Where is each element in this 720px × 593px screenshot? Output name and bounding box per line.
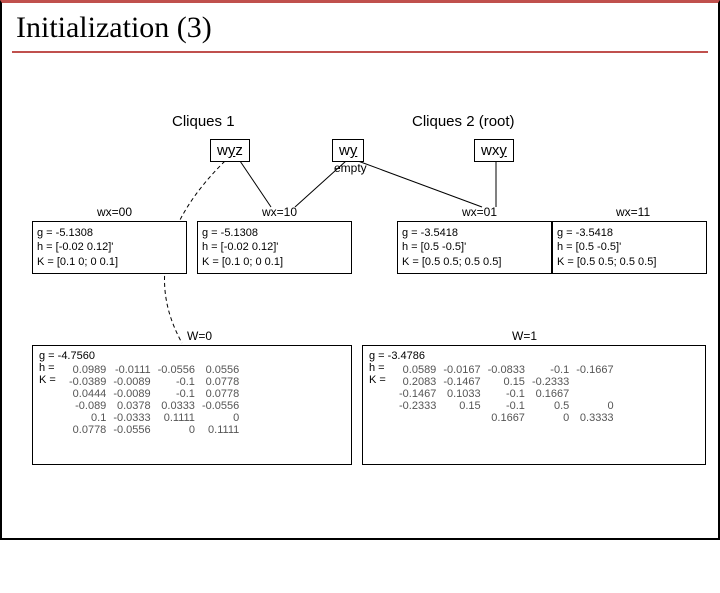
node-wxy: wxy (474, 139, 514, 162)
cell-h: h = [0.5 -0.5]' (557, 240, 702, 254)
cell-g: g = -5.1308 (202, 226, 347, 240)
cell-K: K = [0.1 0; 0 0.1] (202, 255, 347, 269)
matrix-w0: 0.0989-0.0111-0.05560.0556-0.0389-0.0089… (69, 364, 246, 436)
cell-K: K = [0.5 0.5; 0.5 0.5] (557, 255, 702, 269)
node-wyz: wyz (210, 139, 250, 162)
wx01-label: wx=01 (462, 205, 497, 219)
connector-lines (2, 53, 720, 593)
clique2-label: Cliques 2 (root) (412, 113, 515, 130)
clique1-label: Cliques 1 (172, 113, 235, 130)
cell-g: g = -3.5418 (557, 226, 702, 240)
cell-h: h = [0.5 -0.5]' (402, 240, 547, 254)
wx00-label: wx=00 (97, 205, 132, 219)
cell-wx11: g = -3.5418 h = [0.5 -0.5]' K = [0.5 0.5… (552, 221, 707, 274)
cell-g: g = -3.5418 (402, 226, 547, 240)
wx11-label: wx=11 (616, 205, 650, 219)
cell-wx00: g = -5.1308 h = [-0.02 0.12]' K = [0.1 0… (32, 221, 187, 274)
empty-label: empty (334, 161, 367, 175)
node-wy: wy (332, 139, 364, 162)
cell-h: h = [-0.02 0.12]' (202, 240, 347, 254)
cell-K: K = [0.1 0; 0 0.1] (37, 255, 182, 269)
cell-wx01: g = -3.5418 h = [0.5 -0.5]' K = [0.5 0.5… (397, 221, 552, 274)
wx10-label: wx=10 (262, 205, 297, 219)
w1-label: W=1 (512, 329, 537, 343)
big-g: g = -4.7560 (39, 350, 345, 362)
big-g: g = -3.4786 (369, 350, 699, 362)
w0-label: W=0 (187, 329, 212, 343)
cell-h: h = [-0.02 0.12]' (37, 240, 182, 254)
cell-wx10: g = -5.1308 h = [-0.02 0.12]' K = [0.1 0… (197, 221, 352, 274)
bigbox-w0: g = -4.7560 h = K = 0.0989-0.0111-0.0556… (32, 345, 352, 465)
bigbox-w1: g = -3.4786 h = K = 0.0589-0.0167-0.0833… (362, 345, 706, 465)
cell-g: g = -5.1308 (37, 226, 182, 240)
title-underline (12, 51, 708, 53)
matrix-w1: 0.0589-0.0167-0.0833-0.1-0.16670.2083-0.… (399, 364, 621, 424)
cell-K: K = [0.5 0.5; 0.5 0.5] (402, 255, 547, 269)
page-title: Initialization (3) (2, 3, 718, 45)
